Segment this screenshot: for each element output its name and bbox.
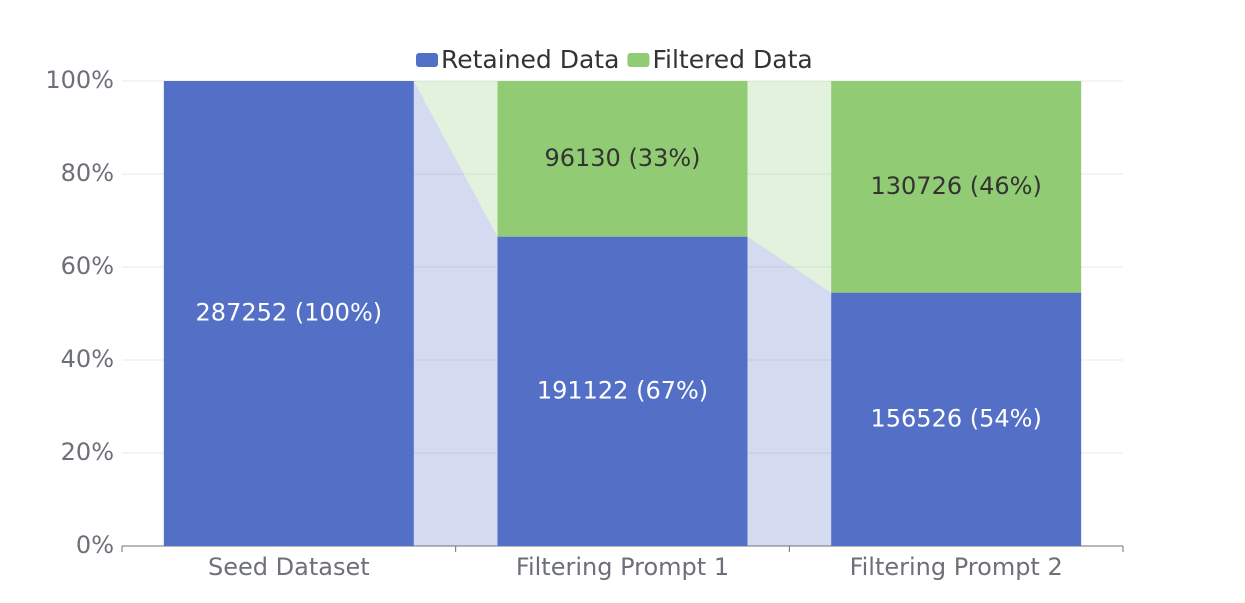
bar xyxy=(497,81,748,237)
x-tick-label: Filtering Prompt 1 xyxy=(516,553,729,581)
value-label: 191122 (67%) xyxy=(537,376,708,404)
link-area xyxy=(413,81,498,546)
y-tick-label: 0% xyxy=(76,531,114,559)
link-area xyxy=(747,236,832,546)
link-area xyxy=(413,81,498,237)
legend-label: Retained Data xyxy=(441,45,619,74)
legend-swatch xyxy=(627,53,650,67)
value-label: 96130 (33%) xyxy=(544,144,700,172)
y-tick-label: 60% xyxy=(61,252,114,280)
bar xyxy=(831,81,1082,293)
value-label: 130726 (46%) xyxy=(871,172,1042,200)
bar xyxy=(831,292,1082,546)
legend-label: Filtered Data xyxy=(652,45,812,74)
bar xyxy=(163,81,414,546)
y-tick-label: 80% xyxy=(61,159,114,187)
x-tick-label: Filtering Prompt 2 xyxy=(850,553,1063,581)
legend-swatch xyxy=(416,53,438,67)
link-area xyxy=(747,81,832,293)
y-tick-label: 40% xyxy=(61,345,114,373)
bar xyxy=(497,236,748,546)
value-label: 287252 (100%) xyxy=(196,299,383,327)
value-label: 156526 (54%) xyxy=(871,404,1042,432)
y-tick-label: 100% xyxy=(45,66,114,94)
y-tick-label: 20% xyxy=(61,438,114,466)
x-tick-label: Seed Dataset xyxy=(208,553,370,581)
